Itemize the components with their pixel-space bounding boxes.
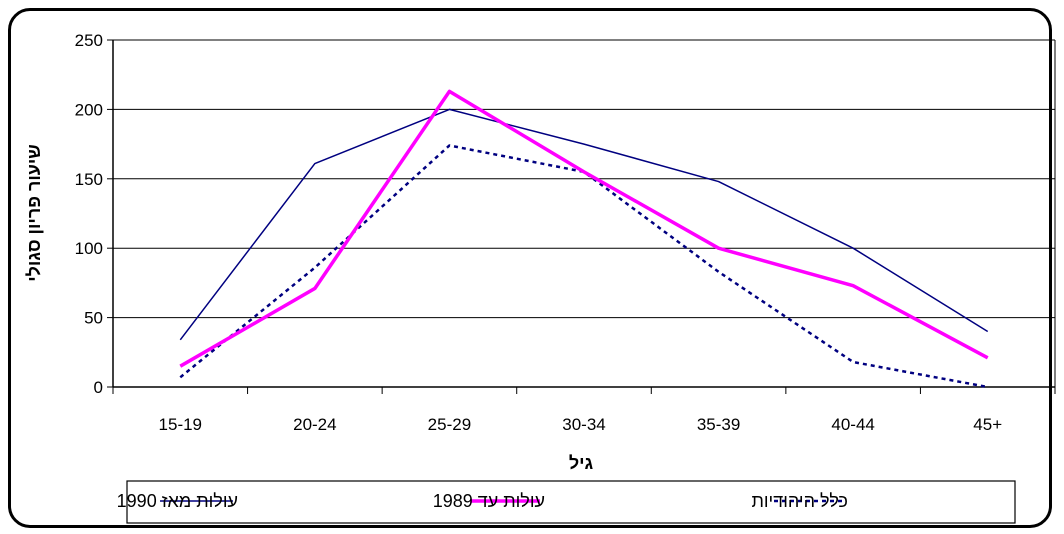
y-tick-label: 200 [75, 100, 103, 119]
x-tick-label: 45+ [973, 415, 1002, 434]
legend-label-series-3: כלל היהודיות [751, 491, 848, 511]
x-tick-label: 25-29 [428, 415, 471, 434]
x-tick-label: 40-44 [831, 415, 874, 434]
x-tick-label: 30-34 [562, 415, 605, 434]
x-tick-label: 35-39 [697, 415, 740, 434]
axes [112, 40, 1056, 388]
x-tick-label: 20-24 [293, 415, 336, 434]
y-axis-title: שיעור פריון סגולי [24, 144, 44, 282]
legend-box [126, 480, 1016, 524]
series-line-1 [179, 108, 989, 341]
legend: עולות מאז 1990 עולות עד 1989 כלל היהודיו… [117, 480, 1016, 524]
x-axis-title: גיל [569, 453, 594, 473]
y-tick-label: 250 [75, 31, 103, 50]
gridlines [107, 39, 1056, 394]
x-tick-labels: 15-19 20-24 25-29 30-34 35-39 40-44 45+ [159, 415, 1003, 434]
y-tick-label: 150 [75, 170, 103, 189]
series-line-2 [179, 89, 989, 368]
legend-label-series-2: עולות עד 1989 [433, 491, 545, 511]
x-tick-label: 15-19 [159, 415, 202, 434]
y-tick-label: 0 [94, 378, 103, 397]
y-tick-label: 100 [75, 239, 103, 258]
y-tick-label: 50 [84, 309, 103, 328]
y-tick-labels: 0 50 100 150 200 250 [75, 31, 103, 397]
chart-frame [8, 8, 1052, 528]
series-lines [179, 89, 989, 389]
legend-label-series-1: עולות מאז 1990 [117, 491, 238, 511]
